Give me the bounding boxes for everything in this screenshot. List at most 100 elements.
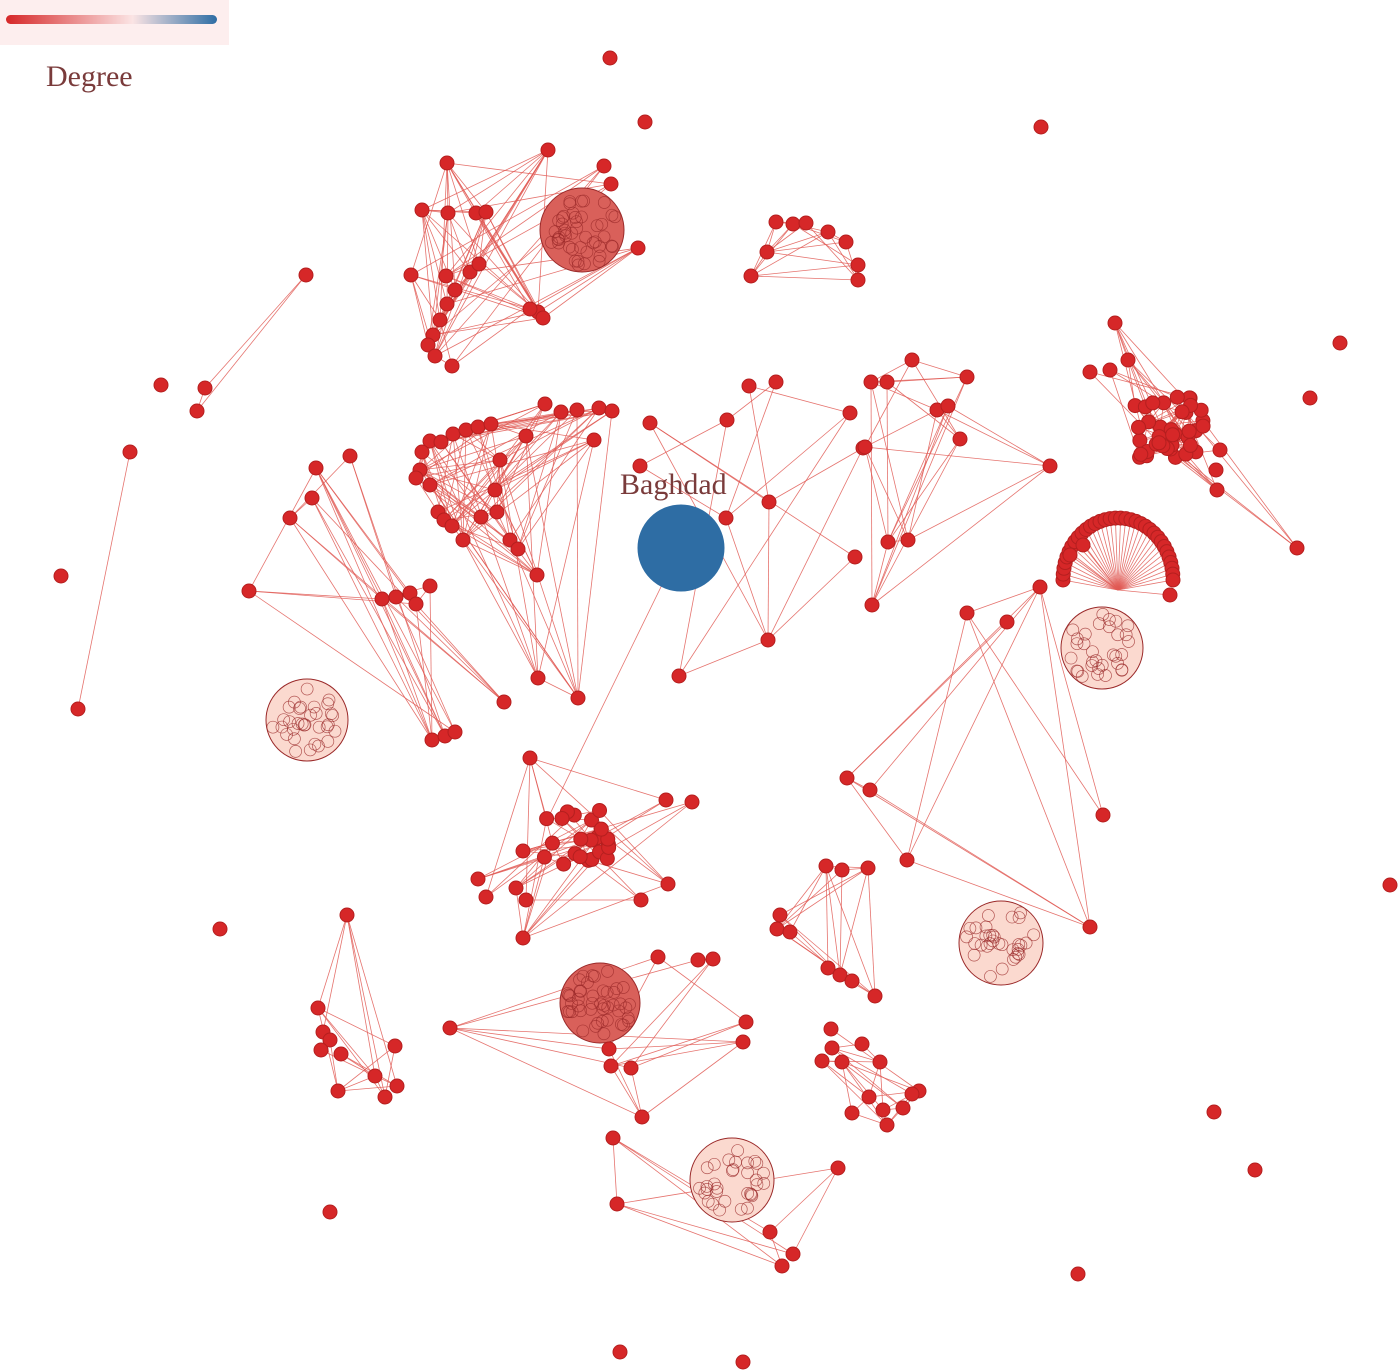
community-cluster-bottom-center[interactable] [689, 1137, 775, 1223]
graph-node[interactable] [605, 1130, 621, 1146]
graph-node[interactable] [1169, 389, 1185, 405]
graph-node[interactable] [387, 1038, 403, 1054]
graph-node[interactable] [470, 871, 486, 887]
graph-node[interactable] [760, 632, 776, 648]
graph-node[interactable] [389, 1078, 405, 1094]
graph-node[interactable] [313, 1042, 329, 1058]
graph-node[interactable] [540, 142, 556, 158]
graph-node[interactable] [427, 348, 443, 364]
graph-node[interactable] [444, 518, 460, 534]
graph-node[interactable] [530, 670, 546, 686]
graph-node[interactable] [601, 1041, 617, 1057]
graph-node[interactable] [850, 272, 866, 288]
graph-node[interactable] [895, 1100, 911, 1116]
graph-node[interactable] [854, 1036, 870, 1052]
isolated-node[interactable] [322, 1204, 338, 1220]
graph-node[interactable] [762, 1224, 778, 1240]
isolated-node[interactable] [153, 377, 169, 393]
graph-node[interactable] [197, 380, 213, 396]
graph-node[interactable] [738, 1014, 754, 1030]
isolated-node[interactable] [612, 1344, 628, 1360]
graph-node[interactable] [282, 510, 298, 526]
graph-node[interactable] [330, 1083, 346, 1099]
graph-node[interactable] [471, 256, 487, 272]
isolated-node[interactable] [1332, 335, 1348, 351]
graph-node[interactable] [761, 494, 777, 510]
graph-node[interactable] [408, 596, 424, 612]
graph-node[interactable] [603, 176, 619, 192]
graph-node[interactable] [904, 1086, 920, 1102]
graph-node[interactable] [1195, 418, 1211, 434]
graph-node[interactable] [554, 810, 570, 826]
graph-node[interactable] [556, 856, 572, 872]
graph-node[interactable] [408, 470, 424, 486]
graph-node[interactable] [850, 257, 866, 273]
graph-node[interactable] [1182, 437, 1198, 453]
graph-node[interactable] [1212, 442, 1228, 458]
graph-node[interactable] [861, 1089, 877, 1105]
graph-node[interactable] [478, 889, 494, 905]
graph-node[interactable] [899, 852, 915, 868]
graph-node[interactable] [785, 1246, 801, 1262]
isolated-node[interactable] [1206, 1104, 1222, 1120]
graph-node[interactable] [438, 268, 454, 284]
graph-node[interactable] [658, 792, 674, 808]
graph-node[interactable] [420, 337, 436, 353]
graph-node[interactable] [455, 532, 471, 548]
graph-node[interactable] [684, 794, 700, 810]
graph-node[interactable] [403, 267, 419, 283]
graph-node[interactable] [1102, 362, 1118, 378]
community-cluster-top[interactable] [539, 187, 625, 273]
graph-node[interactable] [483, 416, 499, 432]
graph-node[interactable] [774, 1258, 790, 1274]
graph-node[interactable] [422, 578, 438, 594]
graph-node[interactable] [1289, 540, 1305, 556]
isolated-node[interactable] [1247, 1162, 1263, 1178]
graph-node[interactable] [487, 482, 503, 498]
graph-node[interactable] [591, 400, 607, 416]
graph-node[interactable] [529, 567, 545, 583]
graph-node[interactable] [414, 444, 430, 460]
graph-node[interactable] [743, 268, 759, 284]
graph-node[interactable] [439, 155, 455, 171]
graph-node[interactable] [769, 921, 785, 937]
graph-node[interactable] [633, 892, 649, 908]
graph-node[interactable] [879, 1117, 895, 1133]
graph-node[interactable] [838, 234, 854, 250]
graph-node[interactable] [536, 849, 552, 865]
graph-node[interactable] [440, 205, 456, 221]
graph-node[interactable] [537, 396, 553, 412]
graph-node[interactable] [660, 876, 676, 892]
graph-node[interactable] [623, 1060, 639, 1076]
graph-node[interactable] [959, 369, 975, 385]
graph-node[interactable] [310, 1000, 326, 1016]
graph-node[interactable] [814, 1053, 830, 1069]
graph-node[interactable] [522, 301, 538, 317]
graph-node[interactable] [959, 605, 975, 621]
graph-node[interactable] [844, 973, 860, 989]
graph-node[interactable] [342, 448, 358, 464]
graph-node[interactable] [1075, 537, 1091, 553]
graph-node[interactable] [572, 849, 588, 865]
graph-node[interactable] [515, 843, 531, 859]
graph-node[interactable] [496, 694, 512, 710]
community-cluster-bottom[interactable] [559, 962, 641, 1044]
graph-node[interactable] [999, 614, 1015, 630]
graph-node[interactable] [1145, 395, 1161, 411]
graph-node[interactable] [422, 477, 438, 493]
baghdad-hub-node[interactable] [637, 504, 725, 592]
graph-node[interactable] [690, 952, 706, 968]
graph-node[interactable] [772, 907, 788, 923]
graph-node[interactable] [1208, 462, 1224, 478]
graph-node[interactable] [508, 880, 524, 896]
graph-node[interactable] [1151, 435, 1167, 451]
graph-node[interactable] [650, 949, 666, 965]
graph-node[interactable] [872, 1054, 888, 1070]
graph-node[interactable] [844, 1105, 860, 1121]
graph-node[interactable] [470, 419, 486, 435]
graph-node[interactable] [298, 267, 314, 283]
graph-node[interactable] [832, 967, 848, 983]
isolated-node[interactable] [212, 921, 228, 937]
graph-node[interactable] [834, 1054, 850, 1070]
graph-node[interactable] [785, 216, 801, 232]
